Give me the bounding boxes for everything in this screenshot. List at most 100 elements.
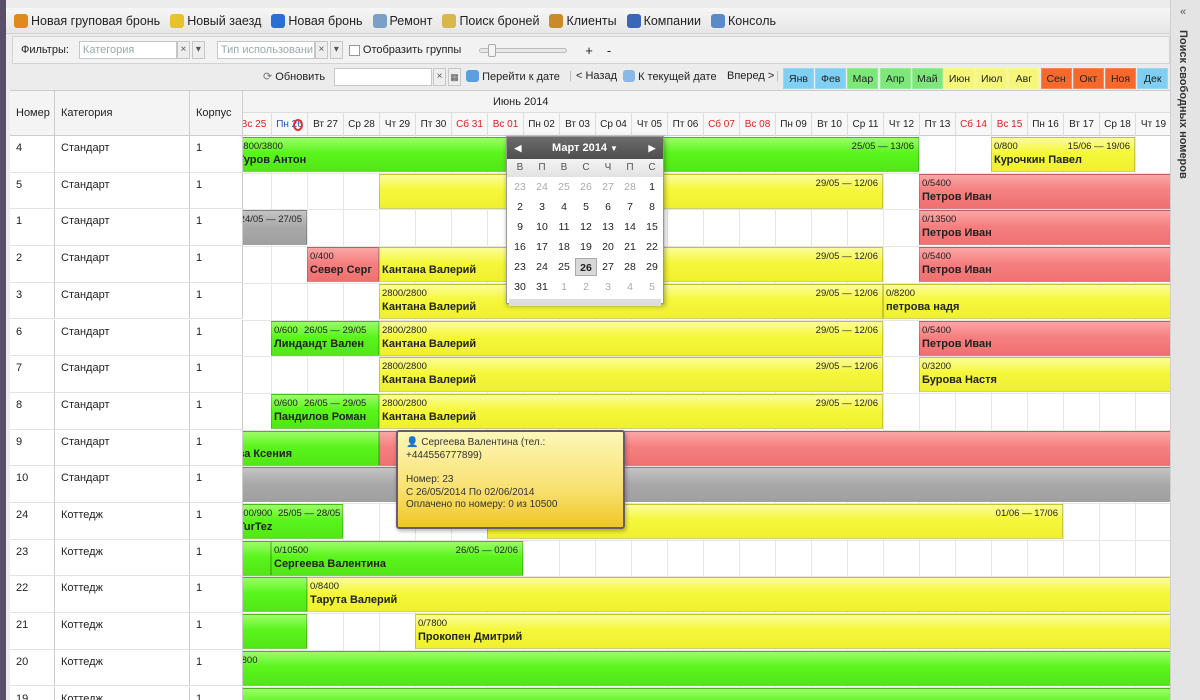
booking-bar[interactable]: 2800/2800 29/05 — 12/06 Кантана Валерий bbox=[379, 320, 883, 356]
calendar-day[interactable]: 25 bbox=[558, 181, 570, 193]
calendar-day[interactable]: 5 bbox=[583, 201, 589, 213]
booking-bar[interactable]: 900/900 25/05 — 28/05 TurTez bbox=[243, 504, 343, 539]
calendar-day[interactable]: 30 bbox=[514, 281, 526, 293]
calendar-day[interactable]: 4 bbox=[627, 281, 633, 293]
forward-button[interactable]: Вперед > bbox=[727, 70, 775, 82]
day-header[interactable]: Чт 12 bbox=[883, 113, 919, 136]
calendar-day[interactable]: 28 bbox=[624, 261, 636, 273]
day-header[interactable]: Вт 03 bbox=[559, 113, 595, 136]
toolbar-button-6[interactable]: Компании bbox=[626, 13, 701, 28]
day-header[interactable]: Пт 06 bbox=[667, 113, 703, 136]
day-header[interactable]: Ср 04 bbox=[595, 113, 631, 136]
booking-bar[interactable]: 0/4000Мамаева Ксения bbox=[243, 430, 379, 466]
show-groups-checkbox[interactable] bbox=[348, 44, 360, 56]
calendar-day[interactable]: 26 bbox=[575, 258, 597, 276]
month-button-4[interactable]: Май bbox=[911, 68, 943, 89]
expand-panel-button[interactable]: « bbox=[1180, 6, 1187, 18]
back-button[interactable]: < Назад bbox=[576, 70, 617, 82]
calendar-day[interactable]: 15 bbox=[646, 221, 658, 233]
calendar-day[interactable]: 27 bbox=[602, 181, 614, 193]
booking-bar[interactable]: 24/05 — 27/05 bbox=[243, 210, 307, 246]
toolbar-button-4[interactable]: Поиск броней bbox=[442, 13, 539, 28]
refresh-button[interactable]: ⟳ Обновить bbox=[263, 70, 325, 83]
day-header[interactable]: Вс 15 bbox=[991, 113, 1027, 136]
calendar-day[interactable]: 17 bbox=[536, 241, 548, 253]
calendar-day[interactable]: 19 bbox=[580, 241, 592, 253]
calendar-day[interactable]: 7 bbox=[627, 201, 633, 213]
month-button-7[interactable]: Авг bbox=[1008, 68, 1040, 89]
booking-bar[interactable]: 0/8200 петрова надя bbox=[883, 283, 1170, 319]
date-clear-button[interactable]: × bbox=[433, 68, 446, 86]
calendar-day[interactable]: 10 bbox=[536, 221, 548, 233]
zoom-out-button[interactable]: - bbox=[606, 42, 612, 58]
calendar-day[interactable]: 18 bbox=[558, 241, 570, 253]
category-dropdown-button[interactable]: ▾ bbox=[191, 41, 205, 59]
date-input[interactable] bbox=[334, 68, 432, 86]
day-header[interactable]: Чт 19 bbox=[1135, 113, 1170, 136]
day-header[interactable]: Пн 02 bbox=[523, 113, 559, 136]
calendar-day[interactable]: 16 bbox=[514, 241, 526, 253]
calendar-day[interactable]: 24 bbox=[536, 181, 548, 193]
day-header[interactable]: Вс 25 bbox=[243, 113, 271, 136]
day-header[interactable]: Вс 08 bbox=[739, 113, 775, 136]
booking-bar[interactable]: 600/600TurTez bbox=[243, 577, 307, 613]
day-header[interactable]: Сб 14 bbox=[955, 113, 991, 136]
calendar-month-selector[interactable]: Март 2014 bbox=[552, 142, 607, 154]
booking-bar[interactable]: 0/10500 26/05 — 02/06 Сергеева Валентина bbox=[271, 540, 523, 576]
booking-bar[interactable]: 0/600 26/05 — 29/05 Линдандт Вален bbox=[271, 320, 379, 356]
month-button-2[interactable]: Мар bbox=[847, 68, 879, 89]
month-button-10[interactable]: Ноя bbox=[1105, 68, 1136, 89]
calendar-day[interactable]: 4 bbox=[561, 201, 567, 213]
booking-bar[interactable]: 0/8400 Тарута Валерий bbox=[307, 577, 1170, 613]
calendar-day[interactable]: 1 bbox=[561, 281, 567, 293]
booking-bar[interactable]: 0/800 15/06 — 19/06 Курочкин Павел bbox=[991, 137, 1135, 172]
calendar-day[interactable]: 12 bbox=[580, 221, 592, 233]
calendar-day[interactable]: 23 bbox=[514, 261, 526, 273]
toolbar-button-3[interactable]: Ремонт bbox=[372, 13, 432, 28]
calendar-day[interactable]: 9 bbox=[517, 221, 523, 233]
booking-bar[interactable]: 600/600TurTez bbox=[243, 614, 307, 650]
day-header[interactable]: Вт 10 bbox=[811, 113, 847, 136]
zoom-in-button[interactable]: + bbox=[585, 42, 593, 58]
day-header[interactable]: Вс 01 bbox=[487, 113, 523, 136]
goto-date-button[interactable]: Перейти к дате bbox=[466, 70, 560, 83]
calendar-day[interactable]: 27 bbox=[602, 261, 614, 273]
calendar-day[interactable]: 28 bbox=[624, 181, 636, 193]
day-header[interactable]: Ср 11 bbox=[847, 113, 883, 136]
day-header[interactable]: Сб 31 bbox=[451, 113, 487, 136]
chevron-down-icon[interactable]: ▼ bbox=[610, 144, 618, 153]
category-filter-input[interactable]: Категория bbox=[78, 41, 177, 59]
calendar-day[interactable]: 1 bbox=[649, 181, 655, 193]
toolbar-button-7[interactable]: Консоль bbox=[711, 13, 776, 28]
calendar-day[interactable]: 25 bbox=[558, 261, 570, 273]
next-month-button[interactable]: ▶ bbox=[648, 143, 656, 153]
booking-bar[interactable]: 2800/2800 29/05 — 12/06 Кантана Валерий bbox=[379, 393, 883, 429]
usage-type-clear-button[interactable]: × bbox=[314, 41, 328, 59]
column-header-category[interactable]: Категория bbox=[55, 91, 190, 136]
day-header[interactable]: Чт 29 bbox=[379, 113, 415, 136]
calendar-day[interactable]: 8 bbox=[649, 201, 655, 213]
calendar-day[interactable]: 13 bbox=[602, 221, 614, 233]
day-header[interactable]: Вт 27 bbox=[307, 113, 343, 136]
calendar-day[interactable]: 20 bbox=[602, 241, 614, 253]
day-header[interactable]: Пт 30 bbox=[415, 113, 451, 136]
category-clear-button[interactable]: × bbox=[176, 41, 190, 59]
calendar-day[interactable]: 14 bbox=[624, 221, 636, 233]
toolbar-button-2[interactable]: Новая бронь bbox=[271, 13, 363, 28]
calendar-day[interactable]: 2 bbox=[583, 281, 589, 293]
booking-bar[interactable]: 10800/10800TurTez bbox=[243, 650, 1170, 686]
month-button-8[interactable]: Сен bbox=[1040, 68, 1072, 89]
booking-bar[interactable]: 0/400 Север Серг bbox=[307, 247, 379, 283]
month-button-11[interactable]: Дек bbox=[1137, 68, 1169, 89]
day-header[interactable]: Ср 28 bbox=[343, 113, 379, 136]
date-picker-button[interactable]: ▦ bbox=[448, 68, 461, 86]
day-header[interactable]: Чт 05 bbox=[631, 113, 667, 136]
toolbar-button-1[interactable]: Новый заезд bbox=[170, 13, 261, 28]
booking-bar[interactable] bbox=[243, 540, 271, 576]
booking-bar[interactable]: 0/13500 Петров Иван bbox=[919, 210, 1170, 246]
calendar-day[interactable]: 26 bbox=[580, 181, 592, 193]
calendar-day[interactable]: 29 bbox=[646, 261, 658, 273]
calendar-day[interactable]: 21 bbox=[624, 241, 636, 253]
calendar-day[interactable]: 31 bbox=[536, 281, 548, 293]
day-header[interactable]: Пн 16 bbox=[1027, 113, 1063, 136]
